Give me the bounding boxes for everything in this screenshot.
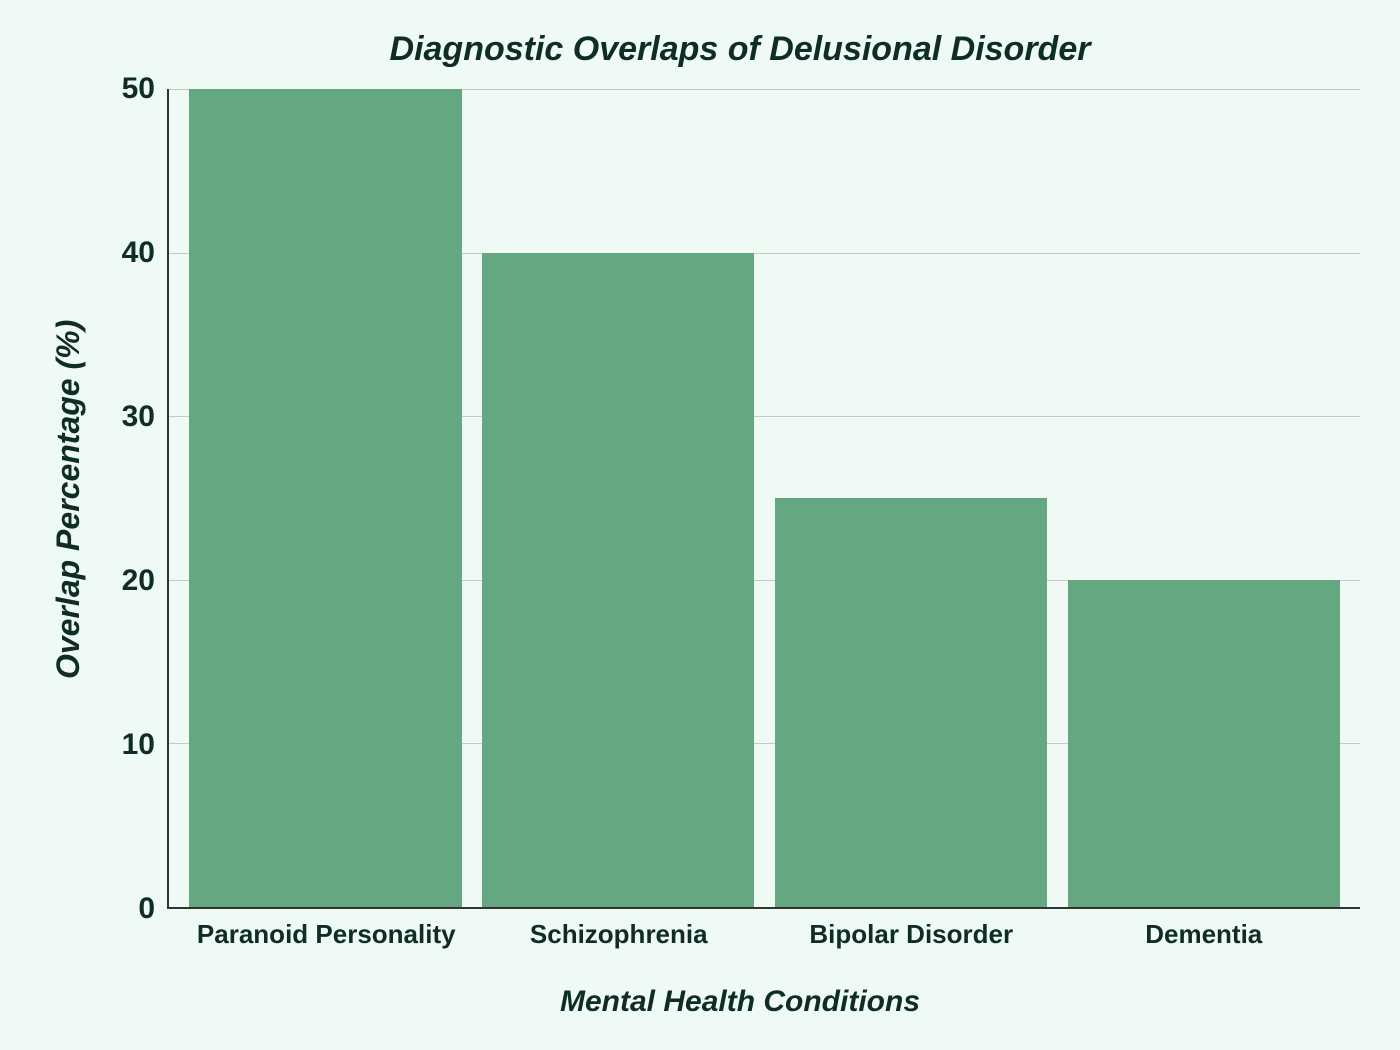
x-axis-label: Mental Health Conditions xyxy=(120,985,1360,1019)
y-axis-label: Overlap Percentage (%) xyxy=(40,89,97,909)
bar-bipolar-disorder xyxy=(775,498,1047,907)
bar-dementia xyxy=(1068,580,1340,907)
x-tick: Schizophrenia xyxy=(473,919,766,950)
bar-wrapper xyxy=(765,89,1058,907)
x-tick: Paranoid Personality xyxy=(180,919,473,950)
bar-wrapper xyxy=(472,89,765,907)
x-tick: Dementia xyxy=(1058,919,1351,950)
bar-wrapper xyxy=(1057,89,1350,907)
bar-schizophrenia xyxy=(482,253,754,907)
chart-body: Overlap Percentage (%) 50 40 30 20 10 0 xyxy=(40,89,1360,909)
x-axis: Paranoid Personality Schizophrenia Bipol… xyxy=(170,909,1360,950)
plot-area xyxy=(167,89,1360,909)
chart-title: Diagnostic Overlaps of Delusional Disord… xyxy=(120,30,1360,69)
bar-paranoid-personality xyxy=(189,89,461,907)
bar-wrapper xyxy=(179,89,472,907)
y-axis: 50 40 30 20 10 0 xyxy=(97,89,167,909)
x-tick: Bipolar Disorder xyxy=(765,919,1058,950)
chart-container: Diagnostic Overlaps of Delusional Disord… xyxy=(0,0,1400,1050)
bars-group xyxy=(169,89,1360,907)
